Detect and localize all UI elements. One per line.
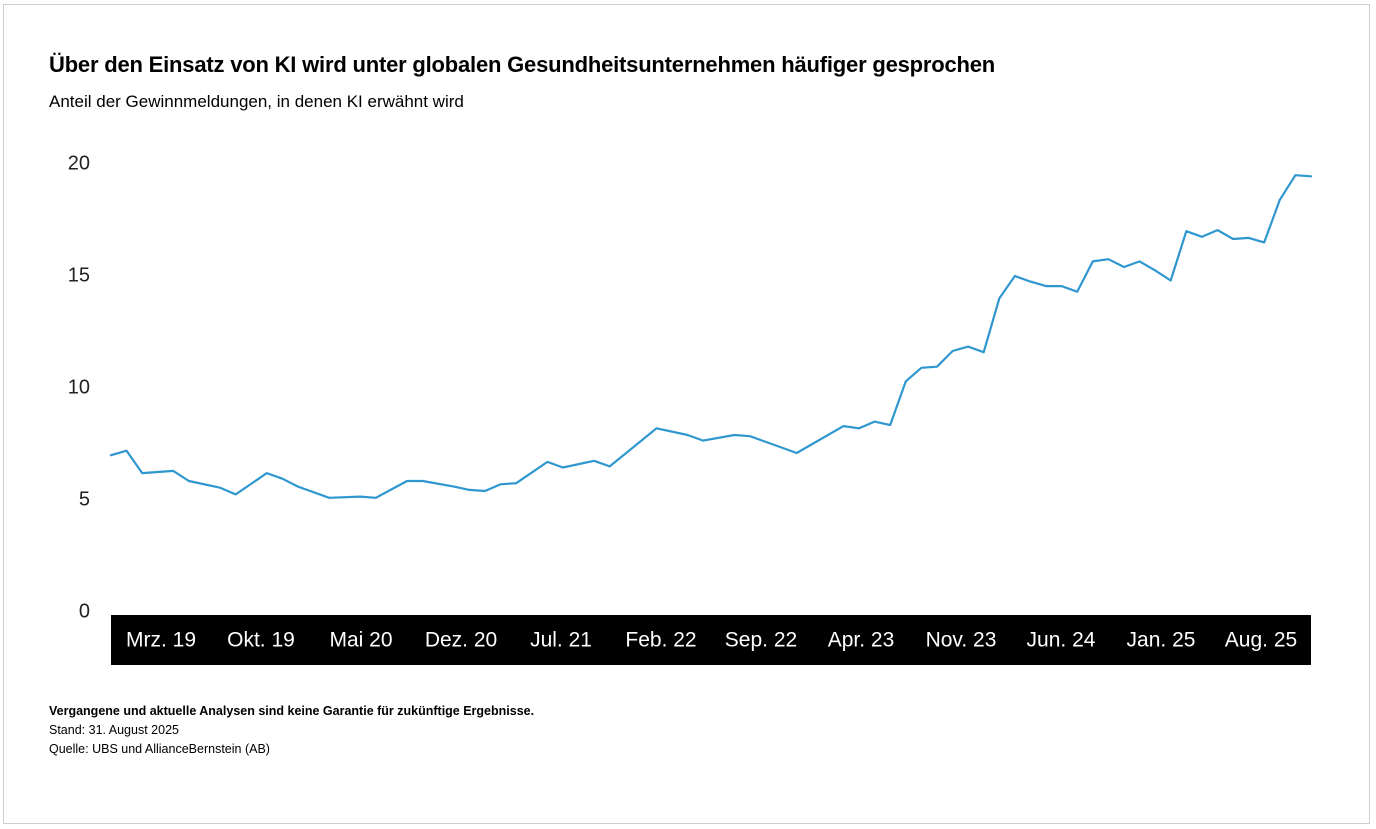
y-tick-label: 10 bbox=[68, 376, 90, 398]
y-tick-label: 5 bbox=[79, 488, 90, 510]
x-tick-label: Feb. 22 bbox=[625, 629, 696, 652]
footer-disclaimer: Vergangene und aktuelle Analysen sind ke… bbox=[49, 704, 535, 718]
x-axis-band bbox=[111, 615, 1311, 665]
x-tick-label: Mrz. 19 bbox=[126, 629, 196, 652]
x-tick-label: Apr. 23 bbox=[828, 629, 895, 652]
series-line bbox=[109, 174, 1313, 499]
series-layer bbox=[109, 174, 1313, 499]
y-axis: 0 5 10 15 20 bbox=[68, 152, 90, 622]
chart-subtitle: Anteil der Gewinnmeldungen, in denen KI … bbox=[49, 92, 464, 111]
footer-date: Stand: 31. August 2025 bbox=[49, 723, 179, 737]
y-tick-label: 15 bbox=[68, 264, 90, 286]
x-tick-label: Sep. 22 bbox=[725, 629, 797, 652]
x-tick-label: Jun. 24 bbox=[1027, 629, 1096, 652]
x-tick-label: Nov. 23 bbox=[926, 629, 997, 652]
chart-footer: Vergangene und aktuelle Analysen sind ke… bbox=[49, 702, 534, 759]
chart-title: Über den Einsatz von KI wird unter globa… bbox=[49, 52, 996, 77]
x-tick-label: Jan. 25 bbox=[1127, 629, 1196, 652]
footer-source: Quelle: UBS und AllianceBernstein (AB) bbox=[49, 742, 270, 756]
x-tick-label: Mai 20 bbox=[329, 629, 392, 652]
x-tick-label: Aug. 25 bbox=[1225, 629, 1297, 652]
y-tick-label: 0 bbox=[79, 600, 90, 622]
x-tick-label: Dez. 20 bbox=[425, 629, 497, 652]
x-tick-label: Okt. 19 bbox=[227, 629, 295, 652]
y-tick-label: 20 bbox=[68, 152, 90, 174]
chart-frame bbox=[3, 4, 1370, 824]
x-tick-label: Jul. 21 bbox=[530, 629, 592, 652]
x-axis: Mrz. 19 Okt. 19 Mai 20 Dez. 20 Jul. 21 Feb. 2… bbox=[126, 629, 1297, 652]
